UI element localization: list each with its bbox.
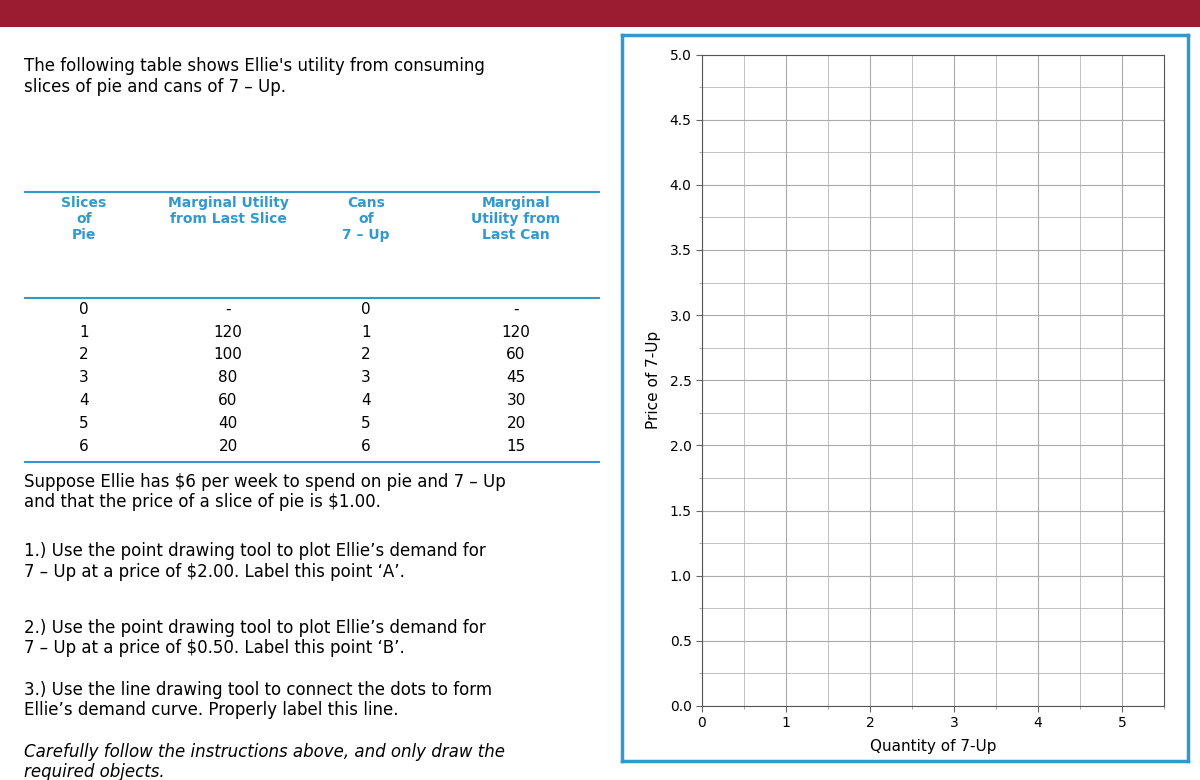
Text: 40: 40 bbox=[218, 417, 238, 431]
Text: Slices
of
Pie: Slices of Pie bbox=[61, 196, 107, 242]
Text: The following table shows Ellie's utility from consuming
slices of pie and cans : The following table shows Ellie's utilit… bbox=[24, 57, 485, 96]
Text: 30: 30 bbox=[506, 393, 526, 408]
Text: Cans
of
7 – Up: Cans of 7 – Up bbox=[342, 196, 390, 242]
Text: Marginal
Utility from
Last Can: Marginal Utility from Last Can bbox=[472, 196, 560, 242]
Text: 0: 0 bbox=[79, 302, 89, 317]
Text: 1: 1 bbox=[79, 324, 89, 339]
Text: 1: 1 bbox=[361, 324, 371, 339]
Text: Marginal Utility
from Last Slice: Marginal Utility from Last Slice bbox=[168, 196, 288, 225]
Text: 2: 2 bbox=[79, 347, 89, 363]
Text: -: - bbox=[226, 302, 230, 317]
Text: -: - bbox=[514, 302, 518, 317]
Text: 15: 15 bbox=[506, 439, 526, 454]
Text: 1.) Use the point drawing tool to plot Ellie’s demand for
7 – Up at a price of $: 1.) Use the point drawing tool to plot E… bbox=[24, 542, 486, 581]
Text: 60: 60 bbox=[218, 393, 238, 408]
Y-axis label: Price of 7-Up: Price of 7-Up bbox=[647, 332, 661, 429]
Text: Carefully follow the instructions above, and only draw the
required objects.: Carefully follow the instructions above,… bbox=[24, 743, 505, 780]
Text: 20: 20 bbox=[218, 439, 238, 454]
Text: 2: 2 bbox=[361, 347, 371, 363]
Text: Suppose Ellie has $6 per week to spend on pie and 7 – Up
and that the price of a: Suppose Ellie has $6 per week to spend o… bbox=[24, 473, 505, 512]
Text: 4: 4 bbox=[361, 393, 371, 408]
Text: 20: 20 bbox=[506, 417, 526, 431]
Text: 4: 4 bbox=[79, 393, 89, 408]
Text: 6: 6 bbox=[361, 439, 371, 454]
Text: 3: 3 bbox=[361, 370, 371, 385]
Text: 3.) Use the line drawing tool to connect the dots to form
Ellie’s demand curve. : 3.) Use the line drawing tool to connect… bbox=[24, 680, 492, 719]
X-axis label: Quantity of 7-Up: Quantity of 7-Up bbox=[870, 739, 996, 753]
Text: 60: 60 bbox=[506, 347, 526, 363]
Text: 45: 45 bbox=[506, 370, 526, 385]
Text: 5: 5 bbox=[79, 417, 89, 431]
Text: 100: 100 bbox=[214, 347, 242, 363]
Text: 120: 120 bbox=[214, 324, 242, 339]
Text: 5: 5 bbox=[361, 417, 371, 431]
Text: 2.) Use the point drawing tool to plot Ellie’s demand for
7 – Up at a price of $: 2.) Use the point drawing tool to plot E… bbox=[24, 619, 486, 658]
Text: 6: 6 bbox=[79, 439, 89, 454]
Text: 120: 120 bbox=[502, 324, 530, 339]
Text: 3: 3 bbox=[79, 370, 89, 385]
Text: 0: 0 bbox=[361, 302, 371, 317]
Text: 80: 80 bbox=[218, 370, 238, 385]
